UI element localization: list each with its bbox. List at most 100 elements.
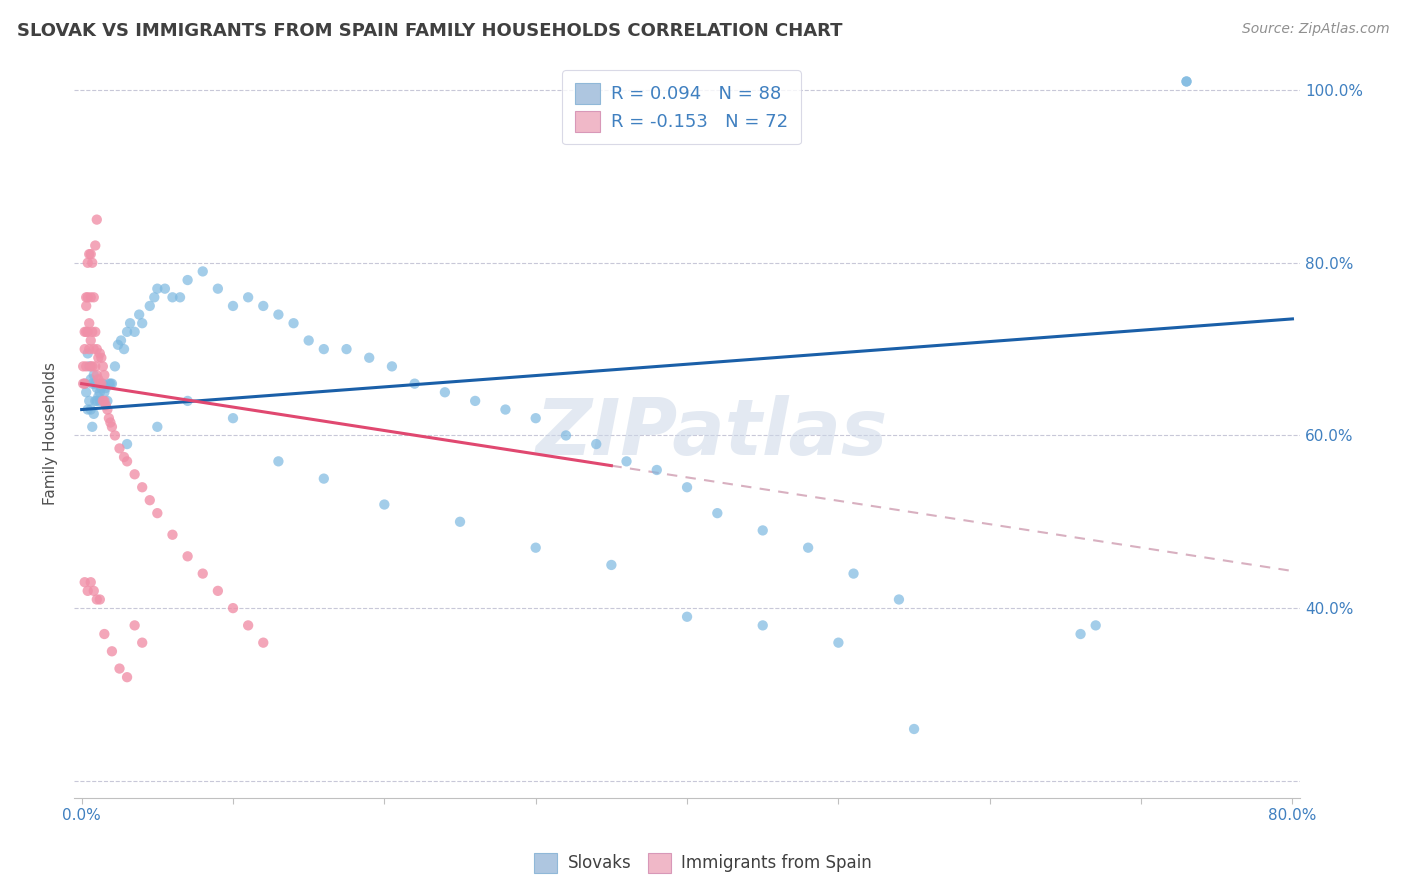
Point: [108, 662, 131, 676]
Point: [381, 359, 404, 374]
Point: [494, 402, 516, 417]
Point: [90, 351, 112, 365]
Point: [93, 368, 115, 382]
Point: [207, 282, 229, 296]
Point: [86, 212, 108, 227]
Point: [146, 506, 169, 520]
Point: [110, 334, 132, 348]
Point: [112, 450, 135, 464]
Point: [1175, 74, 1198, 88]
Point: [146, 282, 169, 296]
Point: [887, 592, 910, 607]
Point: [80, 247, 103, 261]
Point: [76, 402, 98, 417]
Point: [82, 419, 104, 434]
Point: [75, 299, 97, 313]
Point: [73, 575, 96, 590]
Point: [335, 342, 357, 356]
Point: [82, 325, 104, 339]
Point: [93, 627, 115, 641]
Point: [298, 334, 321, 348]
Point: [77, 316, 100, 330]
Point: [373, 498, 395, 512]
Point: [89, 376, 111, 391]
Point: [252, 299, 274, 313]
Point: [524, 411, 547, 425]
Point: [104, 428, 127, 442]
Point: [104, 359, 127, 374]
Point: [72, 359, 94, 374]
Point: [115, 437, 138, 451]
Legend: R = 0.094   N = 88, R = -0.153   N = 72: R = 0.094 N = 88, R = -0.153 N = 72: [562, 70, 800, 145]
Point: [120, 316, 142, 330]
Point: [76, 290, 98, 304]
Point: [124, 467, 146, 482]
Point: [89, 393, 111, 408]
Point: [100, 416, 122, 430]
Point: [80, 334, 103, 348]
Point: [676, 480, 699, 494]
Point: [139, 299, 162, 313]
Point: [86, 393, 108, 408]
Point: [75, 325, 97, 339]
Point: [146, 419, 169, 434]
Point: [827, 635, 849, 649]
Point: [73, 376, 96, 391]
Point: [87, 351, 110, 365]
Point: [83, 290, 105, 304]
Point: [100, 376, 122, 391]
Point: [124, 618, 146, 632]
Point: [236, 618, 259, 632]
Point: [72, 376, 94, 391]
Point: [267, 308, 290, 322]
Point: [555, 428, 578, 442]
Point: [1084, 618, 1107, 632]
Point: [115, 454, 138, 468]
Point: [87, 390, 110, 404]
Point: [676, 609, 699, 624]
Point: [73, 376, 96, 391]
Point: [236, 290, 259, 304]
Point: [115, 670, 138, 684]
Point: [75, 290, 97, 304]
Point: [80, 402, 103, 417]
Point: [645, 463, 668, 477]
Point: [449, 515, 471, 529]
Point: [128, 308, 150, 322]
Point: [359, 351, 381, 365]
Point: [84, 325, 107, 339]
Point: [169, 290, 191, 304]
Y-axis label: Family Households: Family Households: [44, 362, 58, 505]
Text: Source: ZipAtlas.com: Source: ZipAtlas.com: [1241, 22, 1389, 37]
Point: [143, 290, 166, 304]
Point: [1175, 74, 1198, 88]
Point: [86, 368, 108, 382]
Point: [83, 583, 105, 598]
Point: [903, 722, 925, 736]
Point: [75, 359, 97, 374]
Point: [101, 419, 124, 434]
Point: [600, 558, 623, 572]
Point: [86, 381, 108, 395]
Point: [82, 359, 104, 374]
Point: [83, 342, 105, 356]
Legend: Slovaks, Immigrants from Spain: Slovaks, Immigrants from Spain: [527, 847, 879, 880]
Point: [73, 325, 96, 339]
Point: [89, 385, 111, 400]
Text: SLOVAK VS IMMIGRANTS FROM SPAIN FAMILY HOUSEHOLDS CORRELATION CHART: SLOVAK VS IMMIGRANTS FROM SPAIN FAMILY H…: [17, 22, 842, 40]
Point: [91, 393, 114, 408]
Point: [83, 368, 105, 382]
Point: [96, 393, 118, 408]
Point: [76, 583, 98, 598]
Point: [91, 376, 114, 391]
Point: [131, 480, 153, 494]
Point: [82, 376, 104, 391]
Point: [139, 493, 162, 508]
Point: [797, 541, 820, 555]
Point: [77, 342, 100, 356]
Point: [842, 566, 865, 581]
Point: [115, 325, 138, 339]
Point: [86, 592, 108, 607]
Point: [77, 393, 100, 408]
Point: [80, 290, 103, 304]
